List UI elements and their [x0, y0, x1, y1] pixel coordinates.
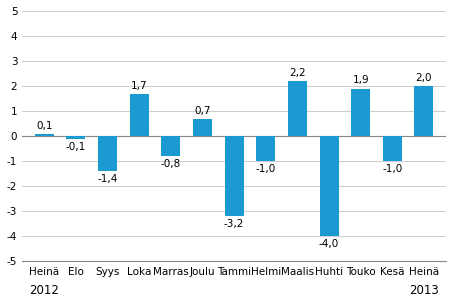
Text: -1,0: -1,0 [382, 164, 402, 174]
Bar [288, 81, 307, 136]
Text: -1,0: -1,0 [255, 164, 276, 174]
Text: -0,1: -0,1 [66, 142, 86, 152]
Bar [35, 133, 54, 136]
Bar [414, 86, 434, 136]
Bar [130, 94, 149, 136]
Bar [225, 136, 244, 216]
Bar [193, 118, 212, 136]
Text: -4,0: -4,0 [319, 239, 339, 249]
Text: 2,0: 2,0 [416, 73, 432, 83]
Text: 2,2: 2,2 [289, 68, 306, 78]
Text: 0,7: 0,7 [194, 105, 211, 116]
Bar [383, 136, 402, 161]
Bar [67, 136, 86, 139]
Bar [161, 136, 180, 156]
Text: 2012: 2012 [29, 284, 59, 297]
Bar [98, 136, 117, 171]
Bar [256, 136, 275, 161]
Text: 2013: 2013 [409, 284, 439, 297]
Text: -1,4: -1,4 [97, 174, 118, 184]
Bar [319, 136, 338, 236]
Text: 1,9: 1,9 [352, 76, 369, 85]
Text: 1,7: 1,7 [131, 81, 148, 91]
Bar [351, 88, 370, 136]
Text: -3,2: -3,2 [224, 219, 244, 229]
Text: 0,1: 0,1 [36, 120, 53, 130]
Text: -0,8: -0,8 [161, 159, 181, 169]
